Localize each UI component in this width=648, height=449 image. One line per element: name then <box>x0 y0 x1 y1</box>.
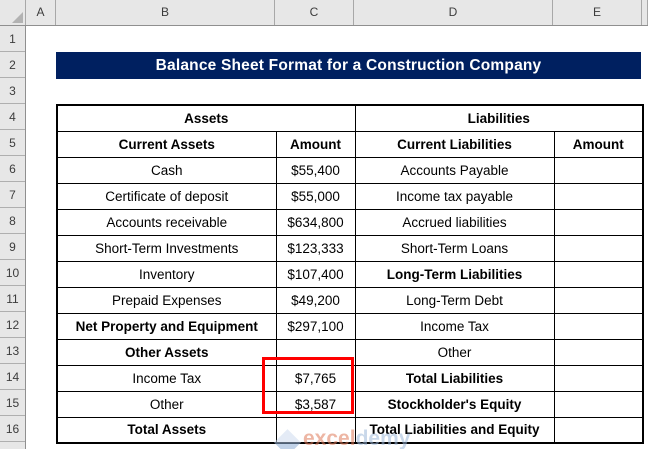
cell-label[interactable]: Long-Term Debt <box>354 286 555 314</box>
select-all-triangle-icon <box>12 12 23 23</box>
highlighted-cell-income-tax[interactable]: $7,765 <box>275 364 356 392</box>
balance-sheet-table: Assets Liabilities Current Assets Amount… <box>56 104 644 444</box>
table-row: Certificate of deposit $55,000 Income ta… <box>56 182 644 210</box>
liabilities-section-header[interactable]: Liabilities <box>354 104 644 132</box>
cell-amount[interactable] <box>553 416 644 444</box>
column-header-b[interactable]: B <box>56 0 275 25</box>
cell-label[interactable]: Inventory <box>56 260 277 288</box>
cell-amount[interactable] <box>553 312 644 340</box>
current-liabilities-header[interactable]: Current Liabilities <box>354 130 555 158</box>
stockholders-equity-header[interactable]: Stockholder's Equity <box>354 390 555 418</box>
cell-amount[interactable]: $107,400 <box>275 260 356 288</box>
row-header-1[interactable]: 1 <box>0 26 25 52</box>
table-row: Total Assets Total Liabilities and Equit… <box>56 416 644 444</box>
net-property-header[interactable]: Net Property and Equipment <box>56 312 277 340</box>
sheet-body: Balance Sheet Format for a Construction … <box>26 26 648 449</box>
cell-label[interactable]: Prepaid Expenses <box>56 286 277 314</box>
table-row: Income Tax $7,765 Total Liabilities <box>56 364 644 392</box>
total-assets-cell[interactable]: Total Assets <box>56 416 277 444</box>
row-header-8[interactable]: 8 <box>0 208 25 234</box>
column-header-c[interactable]: C <box>275 0 354 25</box>
cell-label[interactable]: Accounts Payable <box>354 156 555 184</box>
cell-amount[interactable] <box>553 338 644 366</box>
assets-amount-header[interactable]: Amount <box>275 130 356 158</box>
column-header-strip: A B C D E <box>0 0 648 26</box>
cell-label[interactable]: Accrued liabilities <box>354 208 555 236</box>
row-header-2[interactable]: 2 <box>0 52 25 78</box>
row-header-13[interactable]: 13 <box>0 338 25 364</box>
cell-label[interactable]: Certificate of deposit <box>56 182 277 210</box>
row-header-11[interactable]: 11 <box>0 286 25 312</box>
liabilities-amount-header[interactable]: Amount <box>553 130 644 158</box>
cell-label[interactable]: Short-Term Loans <box>354 234 555 262</box>
cell-amount[interactable] <box>553 156 644 184</box>
row-header-5[interactable]: 5 <box>0 130 25 156</box>
table-row: Cash $55,400 Accounts Payable <box>56 156 644 184</box>
title-banner-cell[interactable]: Balance Sheet Format for a Construction … <box>56 52 641 79</box>
table-row: Other $3,587 Stockholder's Equity <box>56 390 644 418</box>
cell-label[interactable]: Cash <box>56 156 277 184</box>
cell-label[interactable]: Income Tax <box>354 312 555 340</box>
table-row: Prepaid Expenses $49,200 Long-Term Debt <box>56 286 644 314</box>
current-assets-header[interactable]: Current Assets <box>56 130 277 158</box>
table-row: Net Property and Equipment $297,100 Inco… <box>56 312 644 340</box>
cell-amount[interactable] <box>553 364 644 392</box>
table-row: Short-Term Investments $123,333 Short-Te… <box>56 234 644 262</box>
row-header-10[interactable]: 10 <box>0 260 25 286</box>
assets-section-header[interactable]: Assets <box>56 104 356 132</box>
total-liabilities-equity-cell[interactable]: Total Liabilities and Equity <box>354 416 555 444</box>
row-header-6[interactable]: 6 <box>0 156 25 182</box>
table-row: Other Assets Other <box>56 338 644 366</box>
cell-amount[interactable]: $55,400 <box>275 156 356 184</box>
row-header-14[interactable]: 14 <box>0 364 25 390</box>
cell-amount[interactable]: $297,100 <box>275 312 356 340</box>
cell-label[interactable]: Other <box>56 390 277 418</box>
column-header-d[interactable]: D <box>354 0 553 25</box>
column-header-a[interactable]: A <box>26 0 56 25</box>
other-assets-header[interactable]: Other Assets <box>56 338 277 366</box>
row-header-4[interactable]: 4 <box>0 104 25 130</box>
cell-amount[interactable] <box>275 416 356 444</box>
cell-amount[interactable] <box>553 260 644 288</box>
cell-label[interactable]: Accounts receivable <box>56 208 277 236</box>
table-row-section-headers: Assets Liabilities <box>56 104 644 132</box>
cell-amount[interactable]: $634,800 <box>275 208 356 236</box>
row-header-9[interactable]: 9 <box>0 234 25 260</box>
cell-amount[interactable]: $55,000 <box>275 182 356 210</box>
row-header-15[interactable]: 15 <box>0 390 25 416</box>
table-row: Accounts receivable $634,800 Accrued lia… <box>56 208 644 236</box>
cell-amount[interactable]: $49,200 <box>275 286 356 314</box>
long-term-liabilities-header[interactable]: Long-Term Liabilities <box>354 260 555 288</box>
column-header-e[interactable]: E <box>553 0 642 25</box>
row-header-7[interactable]: 7 <box>0 182 25 208</box>
table-row: Inventory $107,400 Long-Term Liabilities <box>56 260 644 288</box>
table-row-column-headers: Current Assets Amount Current Liabilitie… <box>56 130 644 158</box>
cell-amount[interactable]: $123,333 <box>275 234 356 262</box>
cell-amount[interactable] <box>553 234 644 262</box>
column-header-partial[interactable] <box>642 0 648 25</box>
total-liabilities-cell[interactable]: Total Liabilities <box>354 364 555 392</box>
row-header-16[interactable]: 16 <box>0 416 25 442</box>
row-header-3[interactable]: 3 <box>0 78 25 104</box>
cell-amount[interactable] <box>553 286 644 314</box>
page-title: Balance Sheet Format for a Construction … <box>155 56 542 74</box>
cell-amount[interactable] <box>553 390 644 418</box>
cell-label[interactable]: Short-Term Investments <box>56 234 277 262</box>
cell-amount[interactable] <box>553 208 644 236</box>
cell-amount[interactable] <box>553 182 644 210</box>
cell-label[interactable]: Other <box>354 338 555 366</box>
highlighted-cell-other[interactable]: $3,587 <box>275 390 356 418</box>
select-all-corner[interactable] <box>0 0 26 25</box>
cell-label[interactable]: Income Tax <box>56 364 277 392</box>
row-header-12[interactable]: 12 <box>0 312 25 338</box>
cell-label[interactable]: Income tax payable <box>354 182 555 210</box>
cell-amount[interactable] <box>275 338 356 366</box>
row-header-strip: 1 2 3 4 5 6 7 8 9 10 11 12 13 14 15 16 <box>0 26 26 449</box>
